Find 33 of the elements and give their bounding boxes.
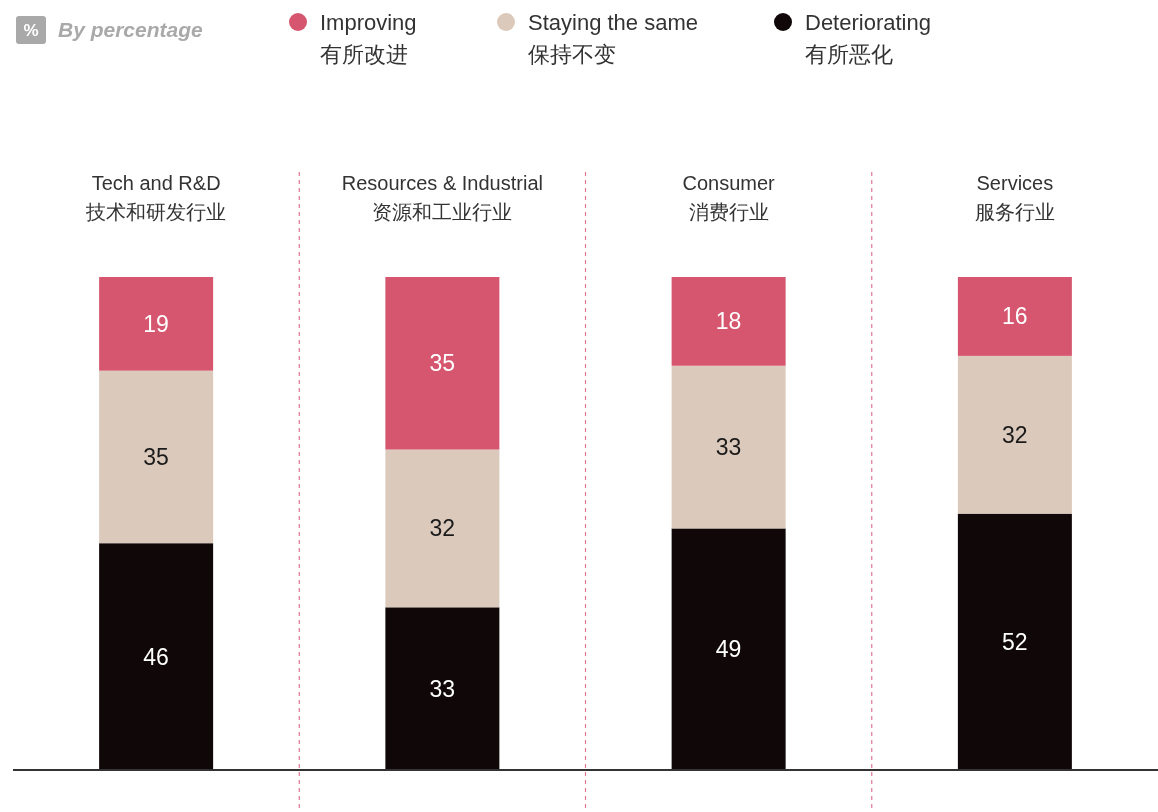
legend-label: Staying the same 保持不变	[528, 10, 698, 67]
bar	[385, 449, 500, 608]
legend-label: Deteriorating 有所恶化	[805, 10, 931, 67]
x-tick-label: Resources & Industrial 资源和工业行业	[341, 172, 543, 223]
bar	[671, 528, 786, 770]
data-label: 19	[143, 310, 169, 337]
bar	[99, 543, 214, 770]
bar	[957, 513, 1072, 770]
x-tick-label: Services 服务行业	[974, 172, 1055, 223]
bar	[99, 277, 214, 371]
bar	[957, 355, 1072, 514]
data-label: 16	[1002, 303, 1028, 330]
data-label: 52	[1002, 628, 1028, 655]
x-tick-label: Consumer 消费行业	[682, 172, 776, 223]
percent-badge: %	[16, 16, 46, 44]
data-label: 46	[143, 643, 169, 670]
x-tick-label: Tech and R&D 技术和研发行业	[85, 172, 227, 223]
data-label: 18	[715, 308, 742, 335]
data-label: 49	[715, 636, 742, 663]
legend-label: Improving 有所改进	[320, 10, 417, 67]
data-label: 32	[1002, 421, 1028, 448]
bar	[385, 607, 500, 770]
data-label: 32	[429, 515, 456, 542]
chart-subtitle: By percentage	[58, 18, 204, 42]
data-label: 33	[429, 675, 456, 702]
bar	[385, 277, 500, 450]
bar	[671, 365, 786, 529]
bar	[957, 277, 1072, 356]
data-label: 35	[143, 443, 169, 470]
bar	[671, 277, 786, 366]
data-label: 33	[715, 434, 742, 461]
data-label: 35	[429, 350, 456, 377]
bar	[99, 370, 214, 544]
